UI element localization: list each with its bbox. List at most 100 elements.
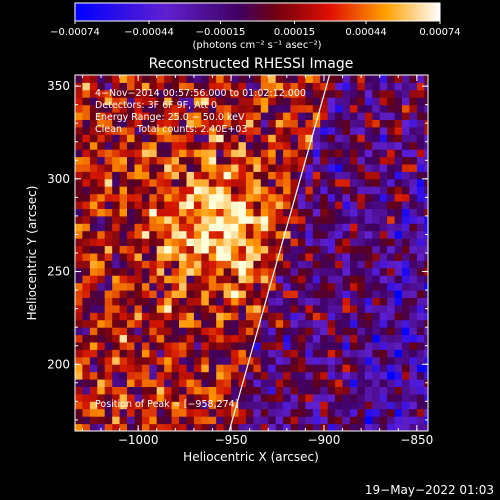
heatmap-cell	[171, 112, 180, 120]
heatmap-cell	[82, 319, 91, 328]
heatmap-cell	[156, 171, 165, 180]
heatmap-cell	[141, 393, 150, 402]
heatmap-cell	[268, 282, 277, 291]
heatmap-cell	[312, 401, 321, 410]
heatmap-cell	[260, 245, 269, 254]
heatmap-cell	[327, 238, 336, 247]
heatmap-cell	[223, 267, 232, 276]
heatmap-cell	[379, 379, 388, 387]
heatmap-cell	[216, 282, 225, 291]
heatmap-cell	[297, 282, 306, 291]
heatmap-cell	[149, 193, 158, 202]
heatmap-cell	[387, 312, 395, 321]
heatmap-cell	[208, 393, 217, 402]
heatmap-cell	[364, 164, 373, 172]
heatmap-cell	[171, 260, 180, 269]
heatmap-cell	[416, 260, 425, 269]
heatmap-cell	[335, 379, 343, 387]
heatmap-cell	[186, 297, 195, 306]
heatmap-cell	[223, 164, 232, 172]
heatmap-cell	[245, 304, 254, 313]
heatmap-cell	[216, 193, 225, 202]
heatmap-cell	[75, 171, 83, 180]
heatmap-cell	[223, 126, 232, 135]
heatmap-cell	[156, 141, 165, 150]
heatmap-cell	[387, 371, 395, 380]
heatmap-cell	[171, 253, 180, 261]
heatmap-cell	[312, 97, 321, 106]
heatmap-cell	[171, 208, 180, 217]
heatmap-cell	[394, 97, 403, 106]
heatmap-cell	[127, 82, 135, 91]
heatmap-cell	[89, 201, 98, 209]
heatmap-cell	[424, 423, 428, 431]
heatmap-cell	[112, 89, 121, 98]
heatmap-cell	[231, 186, 239, 195]
heatmap-cell	[335, 82, 343, 91]
heatmap-cell	[283, 349, 291, 358]
heatmap-cell	[357, 393, 366, 402]
heatmap-cell	[409, 319, 418, 328]
heatmap-cell	[327, 364, 336, 373]
heatmap-cell	[127, 89, 135, 98]
heatmap-cell	[409, 141, 418, 150]
heatmap-cell	[179, 215, 187, 224]
heatmap-cell	[141, 423, 150, 431]
colorbar	[74, 2, 441, 22]
heatmap-cell	[350, 327, 358, 336]
heatmap-cell	[275, 208, 284, 217]
heatmap-cell	[156, 245, 165, 254]
heatmap-cell	[141, 245, 150, 254]
heatmap-cell	[260, 275, 269, 284]
heatmap-cell	[327, 112, 336, 120]
heatmap-cell	[320, 223, 329, 232]
heatmap-cell	[97, 408, 106, 417]
heatmap-cell	[238, 260, 247, 269]
heatmap-cell	[364, 208, 373, 217]
heatmap-cell	[186, 112, 195, 120]
heatmap-cell	[260, 193, 269, 202]
heatmap-cell	[312, 134, 321, 143]
heatmap-cell	[283, 186, 291, 195]
heatmap-cell	[327, 275, 336, 284]
heatmap-cell	[156, 134, 165, 143]
solar-limb-line	[228, 75, 331, 431]
heatmap-cell	[75, 223, 83, 232]
heatmap-cell	[141, 364, 150, 373]
heatmap-cell	[416, 386, 425, 395]
heatmap-cell	[297, 349, 306, 358]
heatmap-cell	[164, 297, 173, 306]
heatmap-cell	[164, 319, 173, 328]
heatmap-cell	[268, 104, 277, 113]
heatmap-cell	[402, 260, 410, 269]
heatmap-cell	[231, 342, 239, 350]
heatmap-cell	[193, 149, 202, 158]
heatmap-cell	[245, 186, 254, 195]
heatmap-cell	[119, 75, 128, 83]
footer-date: 19−May−2022 01:03	[365, 483, 494, 497]
heatmap-cell	[141, 260, 150, 269]
heatmap-cell	[119, 186, 128, 195]
heatmap-cell	[193, 141, 202, 150]
heatmap-cell	[268, 260, 277, 269]
heatmap-cell	[97, 290, 106, 298]
heatmap-cell	[372, 408, 381, 417]
heatmap-cell	[75, 304, 83, 313]
heatmap-cell	[156, 290, 165, 298]
heatmap-cell	[179, 297, 187, 306]
heatmap-cell	[357, 201, 366, 209]
heatmap-cell	[186, 201, 195, 209]
y-tick-label: 250	[47, 265, 70, 279]
heatmap-cell	[141, 193, 150, 202]
heatmap-cell	[171, 141, 180, 150]
heatmap-cell	[260, 134, 269, 143]
heatmap-cell	[208, 104, 217, 113]
heatmap-cell	[245, 89, 254, 98]
heatmap-cell	[283, 275, 291, 284]
heatmap-cell	[201, 393, 210, 402]
heatmap-cell	[127, 223, 135, 232]
heatmap-cell	[283, 112, 291, 120]
heatmap-cell	[201, 290, 210, 298]
heatmap-cell	[335, 260, 343, 269]
heatmap-cell	[186, 356, 195, 365]
